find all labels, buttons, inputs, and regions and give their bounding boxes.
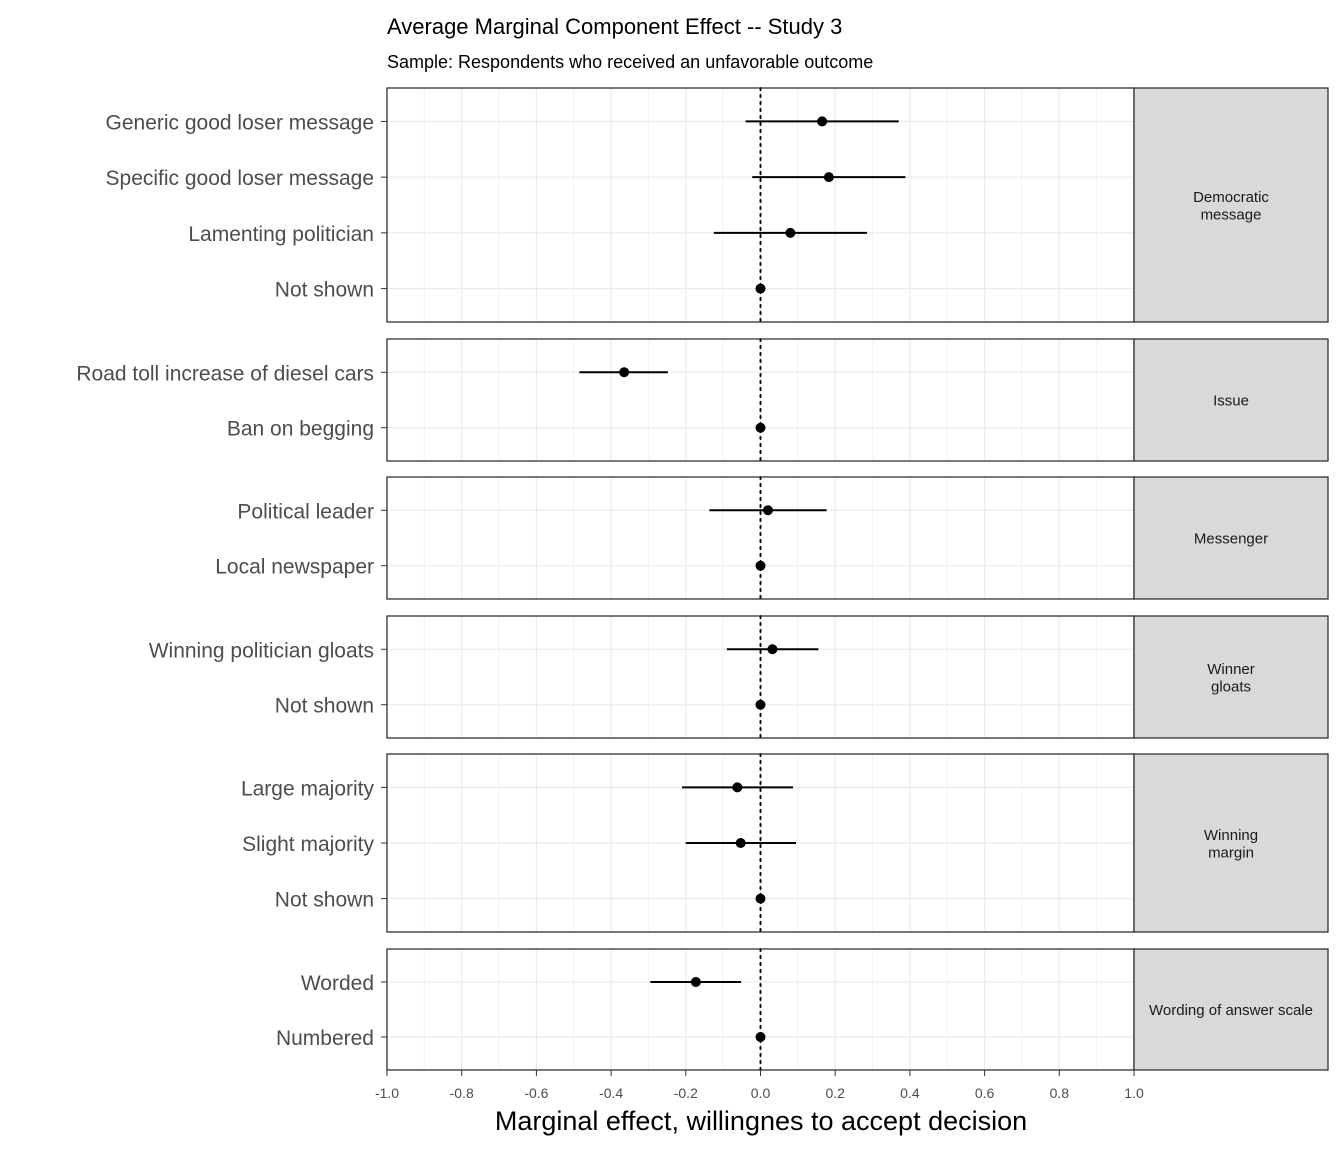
estimate-point <box>767 644 778 655</box>
estimate-point <box>755 1032 766 1042</box>
x-tick-label: 0.0 <box>751 1085 771 1101</box>
y-tick-label: Lamenting politician <box>188 223 374 246</box>
estimate-point <box>755 422 766 433</box>
y-tick-label: Ban on begging <box>227 418 374 441</box>
facet-strip <box>1133 476 1329 600</box>
chart-subtitle: Sample: Respondents who received an unfa… <box>387 52 873 72</box>
y-tick-label: Worded <box>301 972 374 995</box>
x-tick-label: 0.4 <box>900 1085 920 1101</box>
y-tick-label: Slight majority <box>242 833 374 856</box>
facet-panel: Worded Numbered Wording of answer scale <box>276 948 1329 1071</box>
y-tick-label: Winning politician gloats <box>149 639 374 662</box>
x-tick-label: 1.0 <box>1124 1085 1144 1101</box>
y-tick-label: Political leader <box>237 500 374 523</box>
estimate-point <box>755 283 766 294</box>
y-tick-label: Road toll increase of diesel cars <box>76 362 374 385</box>
facet-strip-label: Wording of answer scale <box>1149 1002 1313 1019</box>
facet-panel: Political leader Local newspaper Messenger <box>215 476 1329 600</box>
y-tick-label: Large majority <box>241 777 375 800</box>
estimate-point <box>755 893 766 904</box>
estimate-point <box>823 172 834 183</box>
x-tick-label: 0.6 <box>975 1085 995 1101</box>
facet-strip-label: Winner <box>1207 661 1255 678</box>
estimate-point <box>619 367 630 378</box>
x-tick-label: -0.4 <box>599 1085 623 1101</box>
y-tick-label: Specific good loser message <box>106 167 374 190</box>
x-tick-label: -0.8 <box>450 1085 474 1101</box>
x-tick-label: 0.2 <box>825 1085 845 1101</box>
chart-title: Average Marginal Component Effect -- Stu… <box>387 14 842 39</box>
facet-strip-label: Messenger <box>1194 531 1268 548</box>
estimate-point <box>817 116 828 127</box>
y-tick-label: Not shown <box>275 889 374 912</box>
x-tick-label: 0.8 <box>1050 1085 1070 1101</box>
facet-strip-label: Winning <box>1204 827 1258 844</box>
facet-strip-label: gloats <box>1211 678 1251 695</box>
facet-strip-label: message <box>1201 206 1262 223</box>
facet-strip <box>1133 615 1329 739</box>
x-tick-label: -1.0 <box>375 1085 399 1101</box>
estimate-point <box>755 560 766 571</box>
y-tick-label: Not shown <box>275 695 374 718</box>
facet-strip-label: Issue <box>1213 393 1249 410</box>
facet-strip <box>1133 948 1329 1071</box>
facet-strip-label: margin <box>1208 844 1254 861</box>
facet-panel: Road toll increase of diesel cars Ban on … <box>76 338 1329 462</box>
y-tick-label: Not shown <box>275 279 374 302</box>
facet-strip <box>1133 338 1329 462</box>
facet-panels: Generic good loser message Specific good … <box>76 87 1329 1071</box>
x-axis: -1.0 -0.8 -0.6 -0.4 -0.2 0.0 0.2 0.4 0.6 0.8 1.0 <box>375 1070 1144 1101</box>
estimate-point <box>690 977 701 987</box>
x-axis-label: Marginal effect, willingnes to accept de… <box>495 1106 1027 1136</box>
facet-strip-label: Democratic <box>1193 189 1269 206</box>
y-tick-label: Generic good loser message <box>106 111 374 134</box>
estimate-point <box>732 782 743 793</box>
facet-strip <box>1133 87 1329 323</box>
y-tick-label: Numbered <box>276 1027 374 1050</box>
estimate-point <box>755 699 766 710</box>
facet-panel: Winning politician gloats Not shown Winner… <box>149 615 1329 739</box>
facet-panel: Large majority Slight majority Not shown Wi… <box>241 753 1329 933</box>
y-tick-label: Local newspaper <box>215 556 374 579</box>
estimate-point <box>762 505 773 516</box>
estimate-point <box>785 227 796 238</box>
x-tick-label: -0.2 <box>674 1085 698 1101</box>
facet-panel: Generic good loser message Specific good … <box>106 87 1329 323</box>
facet-strip <box>1133 753 1329 933</box>
estimate-point <box>735 838 746 848</box>
x-tick-label: -0.6 <box>524 1085 548 1101</box>
